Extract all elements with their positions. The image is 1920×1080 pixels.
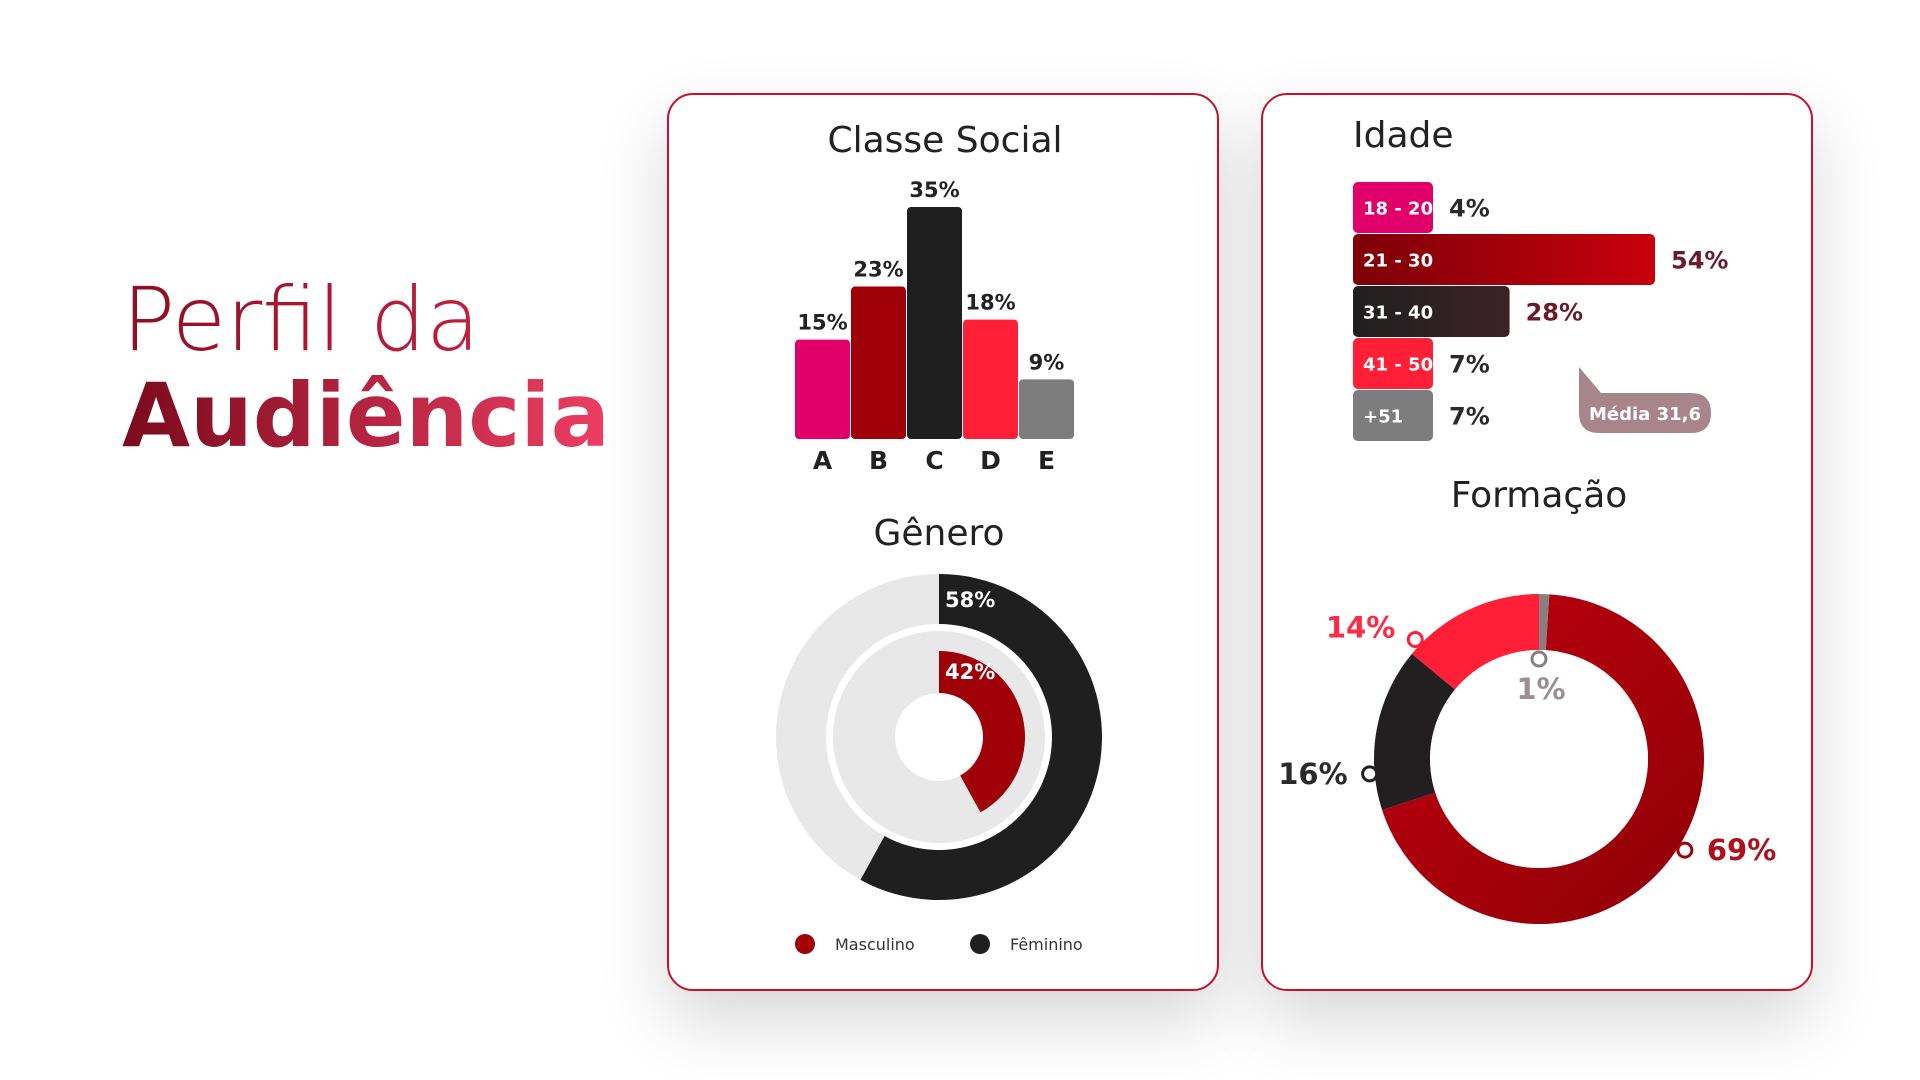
headline-line-1: Perfil da (122, 272, 610, 368)
formacao-marker-3 (1530, 650, 1548, 668)
genero-center-hole (895, 693, 983, 781)
bar-value-E: 9% (1029, 350, 1065, 374)
age-bar-value-1: 54% (1671, 247, 1728, 275)
age-bar-value-3: 7% (1449, 351, 1490, 379)
age-bar-value-4: 7% (1449, 403, 1490, 431)
age-bar-value-0: 4% (1449, 195, 1490, 223)
bar-value-C: 35% (909, 178, 959, 202)
genero-chart: 58% 42% (776, 574, 1102, 900)
age-bar-2 (1353, 286, 1510, 337)
formacao-value-2: 14% (1326, 611, 1395, 645)
bar-category-E: E (1038, 446, 1055, 475)
genero-legend-label-0: Masculino (835, 935, 915, 954)
genero-title: Gênero (873, 513, 1004, 554)
age-bar-label-2: 31 - 40 (1363, 303, 1433, 324)
genero-legend-label-1: Fêminino (1010, 935, 1083, 954)
headline-line-2: Audiência (122, 364, 610, 467)
bar-category-A: A (813, 446, 833, 475)
left-card-svg: Classe Social 15% A 23% B 35% C 18% D 9% E Gênero… (776, 120, 1102, 954)
formacao-chart: 69% 16% 14% 1% (1278, 594, 1776, 924)
genero-slice-masculino (939, 651, 1025, 813)
media-callout-text: Média 31,6 (1589, 404, 1701, 425)
bar-A (795, 339, 850, 439)
genero-legend-dot-1 (970, 934, 990, 954)
genero-slice-feminino (860, 574, 1102, 900)
age-bar-label-3: 41 - 50 (1363, 355, 1433, 376)
classe-social-chart: 15% A 23% B 35% C 18% D 9% E (795, 178, 1074, 475)
genero-legend: Masculino Fêminino (795, 934, 1083, 954)
bar-E (1019, 379, 1074, 439)
formacao-marker-1 (1361, 765, 1379, 783)
age-bar-1 (1353, 234, 1655, 285)
age-bar-label-4: +51 (1363, 407, 1403, 428)
media-callout: Média 31,6 (1579, 367, 1711, 433)
right-card-svg: Idade 18 - 20 4% 21 - 30 54% 31 - 40 28% 41 - … (1278, 115, 1776, 924)
formacao-value-3: 1% (1516, 672, 1565, 706)
age-bar-4 (1353, 390, 1433, 441)
genero-value-masculino: 42% (945, 660, 995, 684)
formacao-title: Formação (1451, 475, 1628, 516)
formacao-center-hole (1430, 650, 1648, 868)
idade-title: Idade (1353, 115, 1454, 156)
classe-social-title: Classe Social (827, 120, 1062, 161)
formacao-slice-3 (1539, 594, 1550, 651)
bar-B (851, 286, 906, 439)
card-idade-formacao: Idade 18 - 20 4% 21 - 30 54% 31 - 40 28% 41 - … (1261, 93, 1813, 991)
bar-value-D: 18% (965, 291, 1015, 315)
bar-value-A: 15% (797, 311, 847, 335)
age-bar-label-0: 18 - 20 (1363, 199, 1433, 220)
bar-category-B: B (869, 446, 888, 475)
bar-category-D: D (980, 446, 1001, 475)
idade-chart: 18 - 20 4% 21 - 30 54% 31 - 40 28% 41 - 50 7% +5… (1353, 182, 1728, 441)
age-bar-label-1: 21 - 30 (1363, 251, 1433, 272)
headline: Perfil da Audiência (122, 272, 610, 464)
formacao-value-1: 16% (1278, 757, 1347, 791)
bar-C (907, 207, 962, 439)
bar-category-C: C (925, 446, 943, 475)
age-bar-3 (1353, 338, 1433, 389)
formacao-marker-0 (1676, 841, 1694, 859)
genero-value-feminino: 58% (945, 588, 995, 612)
bar-value-B: 23% (853, 258, 903, 282)
genero-legend-dot-0 (795, 934, 815, 954)
formacao-value-0: 69% (1707, 833, 1776, 867)
formacao-slice-1 (1374, 653, 1456, 810)
age-bar-value-2: 28% (1526, 299, 1583, 327)
card-classe-genero: Classe Social 15% A 23% B 35% C 18% D 9% E Gênero… (667, 93, 1219, 991)
bar-D (963, 319, 1018, 439)
formacao-slice-0 (1382, 594, 1704, 924)
age-bar-0 (1353, 182, 1433, 233)
formacao-marker-2 (1406, 631, 1424, 649)
formacao-slice-2 (1411, 594, 1539, 690)
media-callout-bubble (1579, 367, 1711, 433)
